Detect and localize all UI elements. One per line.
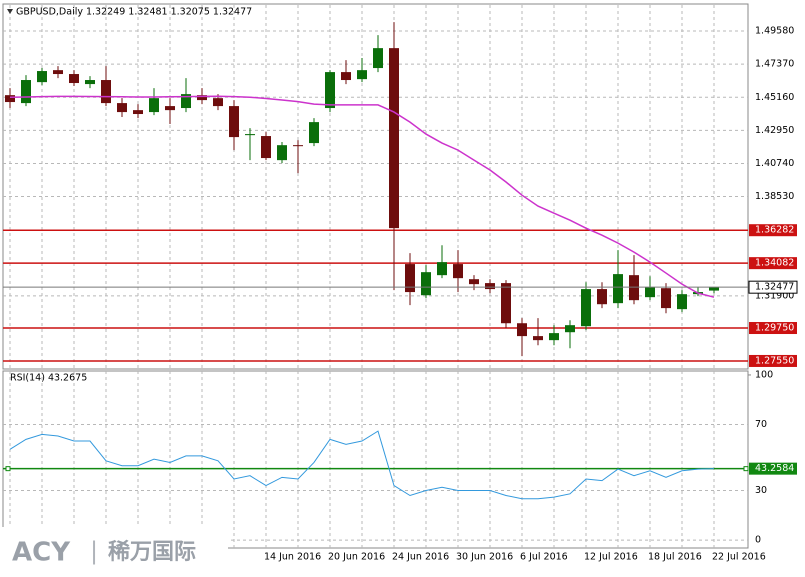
candle-body xyxy=(5,95,15,103)
candle-body xyxy=(485,283,495,290)
watermark-separator: | xyxy=(90,537,98,565)
candle-body xyxy=(469,279,479,285)
level-box xyxy=(749,354,797,367)
y-tick-label: 1.42950 xyxy=(755,125,794,136)
labels: 14 Jun 2016 20 Jun 2016 24 Jun 2016 30 Jun … xyxy=(264,26,798,563)
candle-body xyxy=(85,80,95,85)
rsi-title: RSI(14) 43.2675 xyxy=(10,373,87,384)
x-tick-label: 30 Jun 2016 xyxy=(456,552,513,563)
candle-body xyxy=(213,98,223,107)
price-panel xyxy=(2,3,749,370)
candle-body xyxy=(165,106,175,111)
last-price-box xyxy=(748,280,798,294)
y-tick-label: 70 xyxy=(755,419,767,430)
candle-body xyxy=(677,294,687,310)
title-icon xyxy=(7,9,13,14)
candle-body xyxy=(565,325,575,333)
level-label: 1.29750 xyxy=(755,323,794,334)
candle-body xyxy=(245,134,255,136)
candle-body xyxy=(405,264,415,293)
candle-body xyxy=(117,103,127,113)
grid xyxy=(3,5,751,548)
candle-body xyxy=(325,72,335,109)
level-label: 1.34082 xyxy=(755,258,794,269)
last-price-label: 1.32477 xyxy=(755,282,794,293)
candle-body xyxy=(69,74,79,84)
x-tick-label: 22 Jul 2016 xyxy=(712,552,766,563)
y-tick-label: 100 xyxy=(755,369,773,380)
x-tick-label: 20 Jun 2016 xyxy=(328,552,385,563)
candle-body xyxy=(517,323,527,337)
level-handle xyxy=(743,466,749,472)
candle-body xyxy=(181,94,191,109)
watermark-name: 稀万国际 xyxy=(108,539,196,565)
y-tick-label: 30 xyxy=(755,485,767,496)
rsi-line xyxy=(9,430,715,500)
y-tick-label: 1.38530 xyxy=(755,191,794,202)
candle-body xyxy=(389,48,399,229)
marks xyxy=(3,22,749,500)
level-label: 1.36282 xyxy=(755,225,794,236)
level-handle xyxy=(5,466,11,472)
candle-body xyxy=(101,80,111,104)
candle-body xyxy=(581,289,591,327)
candle-body xyxy=(261,136,271,159)
candle-body xyxy=(149,98,159,113)
candle-body xyxy=(133,110,143,115)
candle-body xyxy=(293,145,303,147)
candle-body xyxy=(533,336,543,341)
moving-average xyxy=(9,95,715,298)
x-tick-label: 12 Jul 2016 xyxy=(584,552,638,563)
y-tick-label: 0 xyxy=(755,535,761,546)
level-box xyxy=(749,224,797,237)
candle-body xyxy=(21,80,31,104)
level-box xyxy=(749,257,797,270)
candle-body xyxy=(37,71,47,83)
candle-body xyxy=(613,274,623,304)
candle-body xyxy=(53,70,63,75)
candle-body xyxy=(661,288,671,309)
candle-body xyxy=(277,145,287,161)
candle-body xyxy=(309,122,319,144)
watermark-box xyxy=(0,527,228,577)
candle-body xyxy=(197,95,207,101)
candle-body xyxy=(373,48,383,69)
candle-body xyxy=(597,289,607,305)
level-box xyxy=(749,462,797,475)
y-tick-label: 1.31900 xyxy=(755,290,794,301)
candle-body xyxy=(229,106,239,138)
y-tick-label: 1.45160 xyxy=(755,92,794,103)
x-tick-label: 14 Jun 2016 xyxy=(264,552,321,563)
candle-body xyxy=(453,264,463,279)
candle-body xyxy=(501,283,511,324)
x-tick-label: 18 Jul 2016 xyxy=(648,552,702,563)
x-tick-label: 24 Jun 2016 xyxy=(392,552,449,563)
candle-body xyxy=(549,333,559,341)
level-box xyxy=(749,322,797,335)
x-tick-label: 6 Jul 2016 xyxy=(520,552,568,563)
candle-body xyxy=(421,272,431,296)
y-tick-label: 1.49580 xyxy=(755,26,794,37)
candle-body xyxy=(437,262,447,276)
candle-body xyxy=(709,287,719,291)
level-label: 43.2584 xyxy=(755,463,794,474)
watermark-brand: ACY xyxy=(12,538,71,568)
candle-body xyxy=(341,72,351,81)
y-tick-label: 1.40740 xyxy=(755,158,794,169)
y-tick-label: 1.47370 xyxy=(755,59,794,70)
level-label: 1.27550 xyxy=(755,355,794,366)
rsi-panel xyxy=(2,370,749,549)
candle-body xyxy=(645,287,655,298)
chart-title: GBPUSD,Daily 1.32249 1.32481 1.32075 1.3… xyxy=(16,7,252,18)
candle-body xyxy=(357,70,367,80)
